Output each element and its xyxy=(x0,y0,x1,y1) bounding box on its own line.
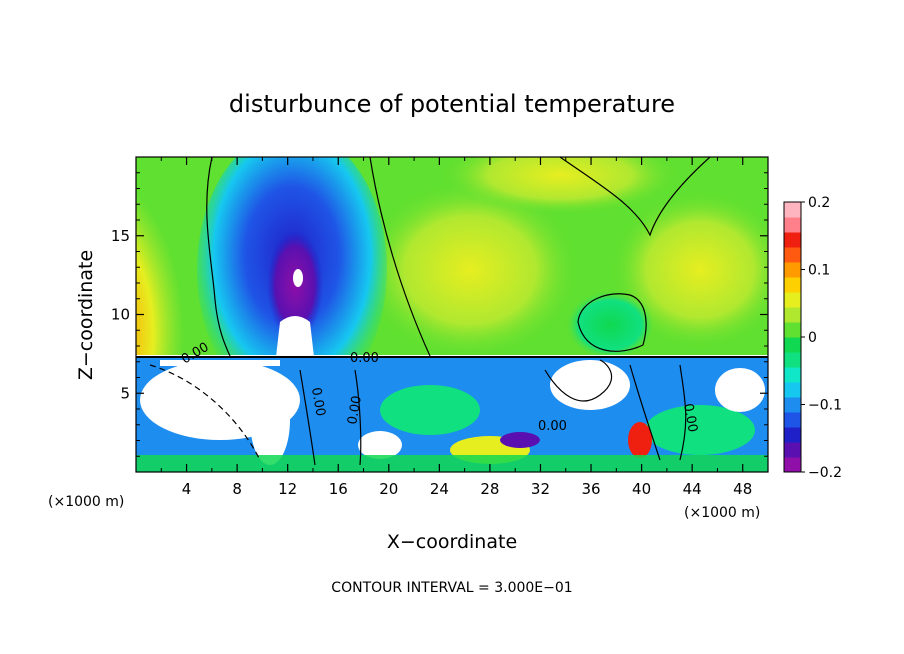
contour-label: 0.00 xyxy=(350,351,379,366)
x-tick-label: 12 xyxy=(278,480,297,498)
y-tick-label: 5 xyxy=(120,384,130,402)
colorbar-swatch xyxy=(784,292,801,308)
colorbar-tick-label: 0.2 xyxy=(808,195,830,211)
colorbar-swatch xyxy=(784,457,801,473)
contour-label: 0.00 xyxy=(345,395,365,426)
contour-interval-note: CONTOUR INTERVAL = 3.000E−01 xyxy=(331,580,572,596)
x-tick-label: 4 xyxy=(182,480,192,498)
x-tick-label: 48 xyxy=(733,480,752,498)
contour-lines xyxy=(136,157,768,466)
colorbar-swatch xyxy=(784,202,801,218)
colorbar-swatch xyxy=(784,352,801,368)
x-tick-label: 44 xyxy=(683,480,702,498)
colorbar-swatch xyxy=(784,277,801,293)
colorbar-swatch xyxy=(784,397,801,413)
x-tick-label: 28 xyxy=(480,480,499,498)
contour-lower-3 xyxy=(544,359,613,402)
x-tick-label: 20 xyxy=(379,480,398,498)
colorbar-swatch xyxy=(784,217,801,233)
lower-green-1 xyxy=(380,385,480,435)
x-axis: 4 8 12 16 20 24 28 32 36 40 44 48 xyxy=(160,157,752,498)
colorbar-swatch xyxy=(784,262,801,278)
colorbar-swatch xyxy=(784,427,801,443)
heatmap-field xyxy=(136,157,768,472)
lower-red-1 xyxy=(628,422,652,458)
x-tick-label: 24 xyxy=(430,480,449,498)
contour-lower-5 xyxy=(679,364,687,461)
contour-lower-4 xyxy=(629,364,661,461)
x-tick-label: 8 xyxy=(232,480,242,498)
green-cell-right xyxy=(565,290,655,360)
contour-lower-2 xyxy=(354,369,362,466)
colorbar-swatch xyxy=(784,367,801,383)
colorbar-swatch xyxy=(784,307,801,323)
lower-green-band xyxy=(136,455,768,472)
contour-label: 0.00 xyxy=(680,402,700,433)
lower-green-2 xyxy=(645,405,755,455)
x-tick-label: 40 xyxy=(632,480,651,498)
contour-label: 0.00 xyxy=(308,386,328,417)
yellow-region-top xyxy=(440,157,680,215)
colorbar-tick-label: 0 xyxy=(808,330,817,346)
colorbar-swatch xyxy=(784,232,801,248)
y-tick-label: 10 xyxy=(111,306,130,324)
x-unit-left: (×1000 m) xyxy=(48,494,124,510)
contour-label: 0.00 xyxy=(538,419,567,434)
lower-purple-1 xyxy=(500,432,540,448)
colorbar-tick-label: −0.1 xyxy=(808,398,842,414)
x-unit-right: (×1000 m) xyxy=(684,505,760,521)
colorbar-swatch xyxy=(784,247,801,263)
y-tick-label: 15 xyxy=(111,227,130,245)
contour-zero-left xyxy=(206,157,231,357)
lower-white-left2 xyxy=(250,375,290,465)
colorbar-swatch xyxy=(784,382,801,398)
colorbar: 0.2 0.1 0 −0.1 −0.2 xyxy=(783,195,842,481)
contour-zero-plume xyxy=(369,157,431,357)
y-axis: 5 10 15 xyxy=(111,172,768,457)
contour-dashed-left xyxy=(149,364,261,461)
contour-lower-1 xyxy=(299,369,316,466)
lower-white-bottom xyxy=(358,431,402,459)
contour-zero-right xyxy=(559,157,711,237)
colorbar-swatch xyxy=(784,412,801,428)
x-tick-label: 32 xyxy=(531,480,550,498)
colorbar-swatch xyxy=(784,322,801,338)
yellow-region-mid xyxy=(360,180,580,360)
y-axis-label: Z−coordinate xyxy=(75,250,97,380)
colorbar-tick-label: 0.1 xyxy=(808,263,830,279)
x-tick-label: 16 xyxy=(329,480,348,498)
white-spot xyxy=(293,269,303,287)
white-band-left xyxy=(160,360,280,366)
lower-white-mid xyxy=(550,360,630,410)
white-plateau xyxy=(276,316,314,357)
colorbar-tick-label: −0.2 xyxy=(808,465,842,481)
x-tick-label: 36 xyxy=(581,480,600,498)
chart-title: disturbunce of potential temperature xyxy=(229,90,675,118)
x-axis-label: X−coordinate xyxy=(387,531,517,553)
colorbar-swatch xyxy=(784,442,801,458)
colorbar-swatch xyxy=(784,337,801,353)
contour-cell xyxy=(577,293,647,352)
lower-white-right xyxy=(715,368,765,412)
